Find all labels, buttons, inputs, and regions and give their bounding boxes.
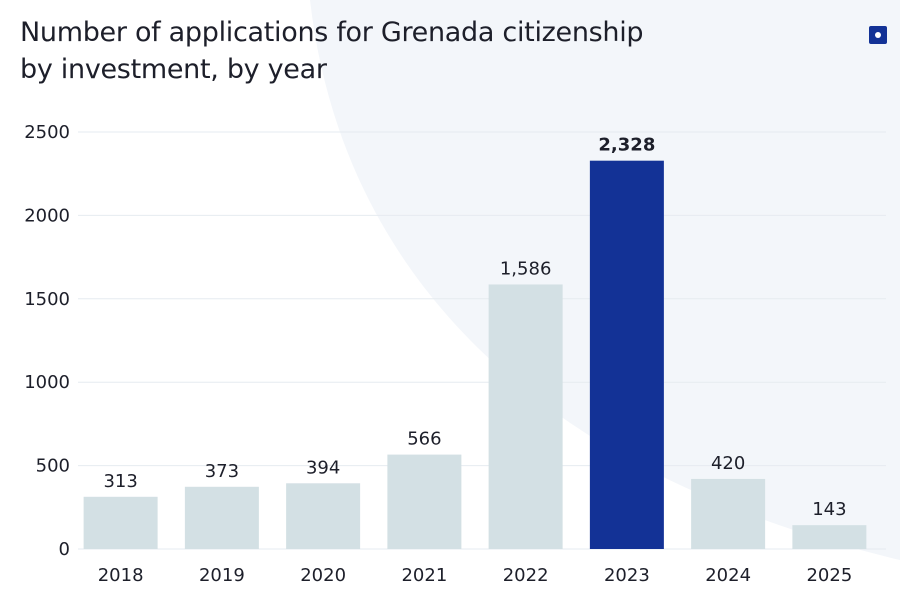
x-tick-label: 2023 bbox=[604, 565, 650, 586]
logo-dot bbox=[875, 32, 881, 38]
x-tick-label: 2019 bbox=[199, 565, 245, 586]
x-tick-label: 2018 bbox=[98, 565, 144, 586]
value-label: 143 bbox=[812, 499, 846, 520]
x-tick-label: 2024 bbox=[705, 565, 751, 586]
bar bbox=[589, 160, 664, 549]
bar bbox=[488, 284, 563, 549]
value-label: 566 bbox=[407, 429, 441, 450]
bar bbox=[387, 454, 462, 549]
value-label: 373 bbox=[205, 461, 239, 482]
y-tick-label: 500 bbox=[36, 456, 70, 477]
y-tick-label: 1000 bbox=[24, 372, 70, 393]
y-tick-label: 2500 bbox=[24, 122, 70, 143]
value-label: 394 bbox=[306, 457, 340, 478]
x-tick-label: 2020 bbox=[300, 565, 346, 586]
x-tick-label: 2025 bbox=[806, 565, 852, 586]
y-tick-label: 0 bbox=[59, 539, 70, 560]
bar bbox=[184, 486, 259, 549]
bar bbox=[792, 525, 867, 549]
bar bbox=[83, 496, 158, 549]
value-label: 2,328 bbox=[598, 135, 655, 156]
value-label: 1,586 bbox=[500, 258, 552, 279]
y-tick-label: 1500 bbox=[24, 289, 70, 310]
x-tick-label: 2022 bbox=[503, 565, 549, 586]
x-tick-label: 2021 bbox=[401, 565, 447, 586]
bar bbox=[286, 483, 361, 549]
bar bbox=[691, 478, 766, 549]
value-label: 313 bbox=[103, 471, 137, 492]
y-tick-label: 2000 bbox=[24, 205, 70, 226]
value-label: 420 bbox=[711, 453, 745, 474]
chart-title: Number of applications for Grenada citiz… bbox=[20, 17, 644, 85]
